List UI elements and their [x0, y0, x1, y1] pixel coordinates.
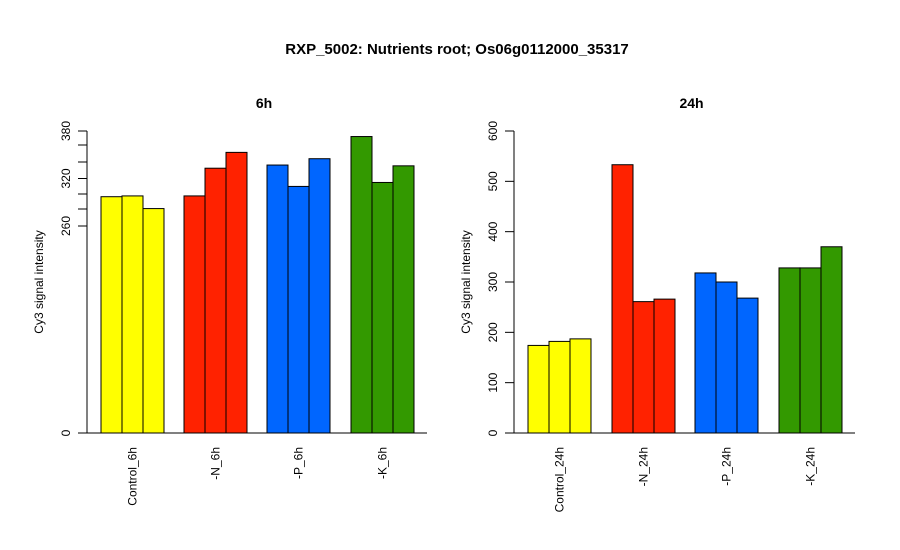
y-tick-label: 400 — [486, 221, 500, 241]
x-tick-label: -P_6h — [292, 447, 306, 479]
bar — [308, 158, 331, 434]
bar — [799, 267, 822, 434]
y-tick-label: 600 — [486, 121, 500, 141]
figure-title: RXP_5002: Nutrients root; Os06g0112000_3… — [285, 41, 629, 58]
bar — [694, 272, 717, 434]
bar — [653, 298, 676, 434]
bar — [225, 151, 248, 434]
x-tick-label: -N_6h — [209, 447, 223, 480]
bar — [548, 340, 571, 434]
bar — [183, 195, 206, 434]
bar — [350, 136, 373, 434]
panel-24h: 24h Control_24h -N_24h -P_24h -K_24h 0 100 200 3… — [459, 95, 855, 512]
x-tick-label: Control_6h — [126, 447, 140, 506]
x-tick-label: -K_6h — [376, 447, 390, 479]
y-tick-label: 200 — [486, 322, 500, 342]
x-tick-label: Control_24h — [553, 447, 567, 512]
bar — [632, 301, 655, 434]
y-tick-label: 100 — [486, 372, 500, 392]
y-tick-label: 500 — [486, 171, 500, 191]
bar — [204, 167, 227, 434]
bar — [527, 344, 550, 434]
bar — [569, 338, 592, 434]
y-tick-label: 0 — [486, 429, 500, 436]
x-tick-label: -K_24h — [804, 447, 818, 486]
bar — [820, 246, 843, 434]
bar — [715, 281, 738, 434]
y-tick-label: 380 — [59, 121, 73, 141]
y-tick-label: 300 — [486, 272, 500, 292]
x-tick-label: -P_24h — [720, 447, 734, 486]
y-axis-label: Cy3 signal intensity — [459, 230, 473, 333]
bar — [778, 267, 801, 434]
bar — [287, 185, 310, 434]
panel-6h: 6h Control_6h -N_6h -P_6h -K_6h 0 260 320 380 Cy3… — [32, 95, 427, 506]
y-tick-label: 0 — [59, 429, 73, 436]
bar — [142, 208, 165, 434]
y-tick-label: 320 — [59, 168, 73, 188]
bar — [266, 164, 289, 434]
panel-title: 24h — [679, 95, 703, 111]
bar — [100, 196, 123, 434]
bar — [371, 181, 394, 434]
panel-title: 6h — [256, 95, 272, 111]
bar — [611, 164, 634, 434]
bar — [392, 165, 415, 434]
bar — [736, 297, 759, 434]
bar — [121, 195, 144, 434]
y-axis-label: Cy3 signal intensity — [32, 230, 46, 333]
x-tick-label: -N_24h — [637, 447, 651, 486]
y-tick-label: 260 — [59, 216, 73, 236]
